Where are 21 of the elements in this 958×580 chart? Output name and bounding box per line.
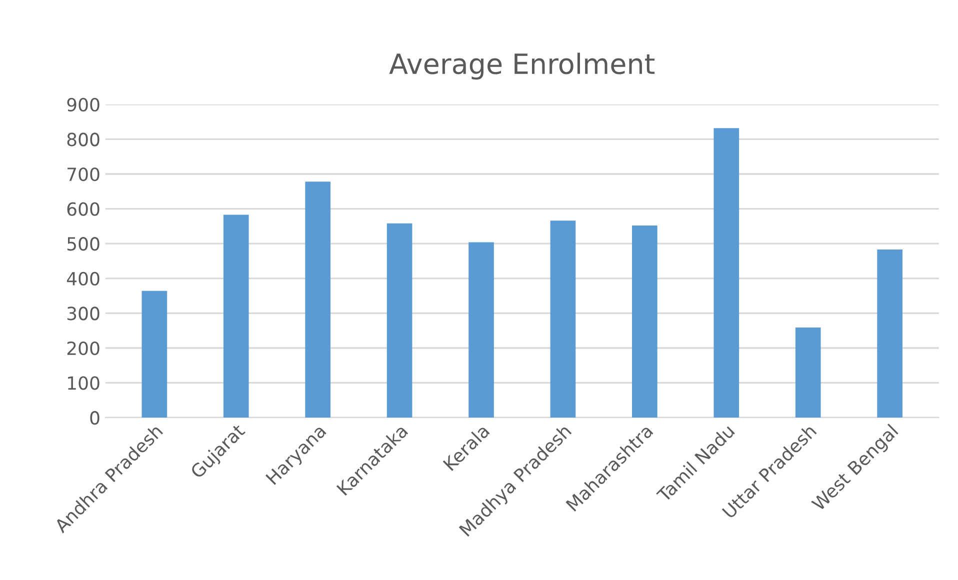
y-tick-label: 400 [66, 272, 100, 286]
y-tick-label: 600 [67, 202, 100, 216]
y-tick-label: 300 [67, 306, 100, 320]
bar [877, 250, 902, 418]
bar [550, 220, 576, 418]
bar [795, 327, 821, 418]
y-tick-label: 0 [90, 411, 100, 425]
y-tick-label: 100 [68, 376, 100, 390]
bar [142, 290, 168, 418]
y-tick-label: 500 [67, 237, 100, 251]
y-tick-label: 800 [67, 132, 100, 146]
bar [714, 128, 740, 418]
chart-title: Average Enrolment [389, 52, 655, 80]
bar [468, 242, 494, 418]
bar [632, 226, 658, 418]
bar [305, 182, 330, 418]
y-tick-label: 700 [68, 167, 100, 182]
y-tick-label: 200 [67, 341, 100, 356]
y-tick-label: 900 [67, 98, 100, 112]
bar [386, 223, 412, 418]
bar [223, 214, 249, 418]
